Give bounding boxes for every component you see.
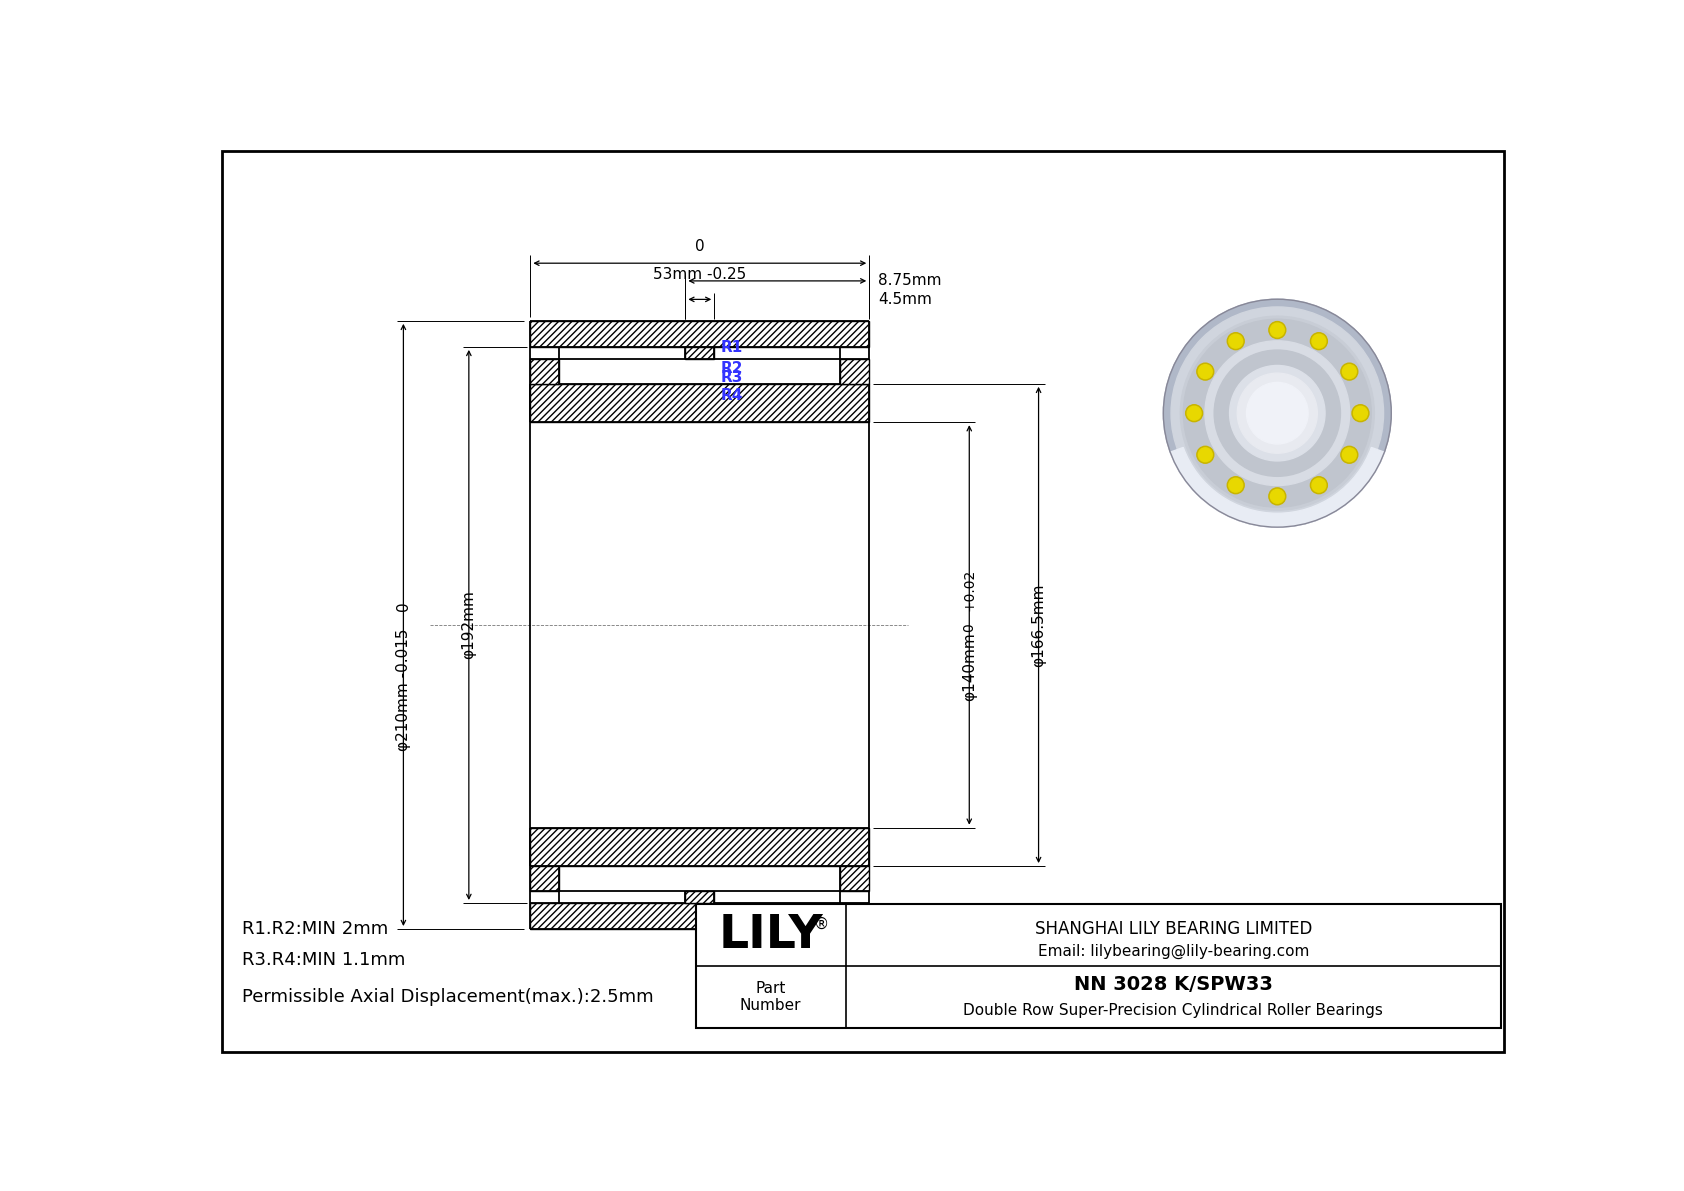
Circle shape	[1206, 341, 1349, 486]
Circle shape	[1268, 488, 1287, 505]
Bar	[530, 903, 869, 929]
Text: R3.R4:MIN 1.1mm: R3.R4:MIN 1.1mm	[242, 950, 406, 969]
Circle shape	[1229, 335, 1243, 348]
Circle shape	[1228, 332, 1244, 350]
Text: 0: 0	[396, 601, 411, 611]
Text: Permissible Axial Displacement(max.):2.5mm: Permissible Axial Displacement(max.):2.5…	[242, 987, 653, 1006]
Circle shape	[1214, 350, 1340, 476]
Bar	[840, 866, 869, 891]
Circle shape	[1342, 364, 1356, 379]
Text: SHANGHAI LILY BEARING LIMITED: SHANGHAI LILY BEARING LIMITED	[1034, 921, 1312, 939]
Circle shape	[1238, 373, 1317, 454]
Text: LILY: LILY	[719, 912, 823, 958]
Bar	[530, 384, 869, 423]
Circle shape	[1354, 406, 1367, 420]
Circle shape	[1197, 363, 1214, 380]
Circle shape	[1312, 335, 1325, 348]
Circle shape	[1352, 405, 1369, 422]
Circle shape	[1187, 406, 1201, 420]
Circle shape	[1164, 299, 1391, 528]
Bar	[840, 358, 869, 384]
Text: +0.02: +0.02	[962, 569, 977, 611]
Text: 4.5mm: 4.5mm	[879, 292, 933, 307]
Text: R1.R2:MIN 2mm: R1.R2:MIN 2mm	[242, 921, 387, 939]
Text: R4: R4	[721, 388, 743, 403]
Circle shape	[1310, 476, 1327, 494]
Text: Part
Number: Part Number	[739, 980, 802, 1014]
Text: 53mm -0.25: 53mm -0.25	[653, 267, 746, 282]
Circle shape	[1228, 476, 1244, 494]
Circle shape	[1270, 490, 1285, 504]
Circle shape	[1340, 363, 1357, 380]
Circle shape	[1310, 332, 1327, 350]
Circle shape	[1342, 448, 1356, 462]
Text: NN 3028 K/SPW33: NN 3028 K/SPW33	[1074, 975, 1273, 994]
Text: φ140mm: φ140mm	[962, 632, 977, 701]
Circle shape	[1270, 323, 1285, 337]
Circle shape	[1184, 319, 1371, 507]
Circle shape	[1197, 447, 1214, 463]
Circle shape	[1170, 307, 1384, 519]
Text: R3: R3	[721, 370, 743, 385]
Bar	[530, 828, 869, 866]
Circle shape	[1186, 405, 1202, 422]
Circle shape	[1340, 447, 1357, 463]
Circle shape	[1229, 479, 1243, 492]
Text: R1: R1	[721, 339, 743, 355]
Text: ®: ®	[813, 917, 829, 931]
Text: 8.75mm: 8.75mm	[879, 274, 941, 288]
Bar	[685, 347, 714, 358]
Text: Email: lilybearing@lily-bearing.com: Email: lilybearing@lily-bearing.com	[1037, 943, 1308, 959]
Text: φ210mm -0.015: φ210mm -0.015	[396, 629, 411, 752]
Text: Double Row Super-Precision Cylindrical Roller Bearings: Double Row Super-Precision Cylindrical R…	[963, 1003, 1383, 1018]
Circle shape	[1199, 364, 1212, 379]
Text: 0: 0	[962, 623, 977, 632]
Bar	[530, 320, 869, 347]
Bar	[530, 866, 559, 891]
Text: φ192mm: φ192mm	[461, 591, 477, 660]
Text: 0: 0	[695, 239, 704, 254]
Circle shape	[1229, 366, 1325, 461]
Bar	[695, 904, 1500, 1028]
Bar	[685, 891, 714, 903]
Text: φ166.5mm: φ166.5mm	[1031, 584, 1046, 667]
Circle shape	[1312, 479, 1325, 492]
Circle shape	[1268, 322, 1287, 338]
Text: R2: R2	[721, 361, 743, 376]
Circle shape	[1246, 382, 1308, 444]
Bar	[530, 358, 559, 384]
Circle shape	[1180, 316, 1374, 510]
Wedge shape	[1170, 448, 1384, 528]
Circle shape	[1199, 448, 1212, 462]
